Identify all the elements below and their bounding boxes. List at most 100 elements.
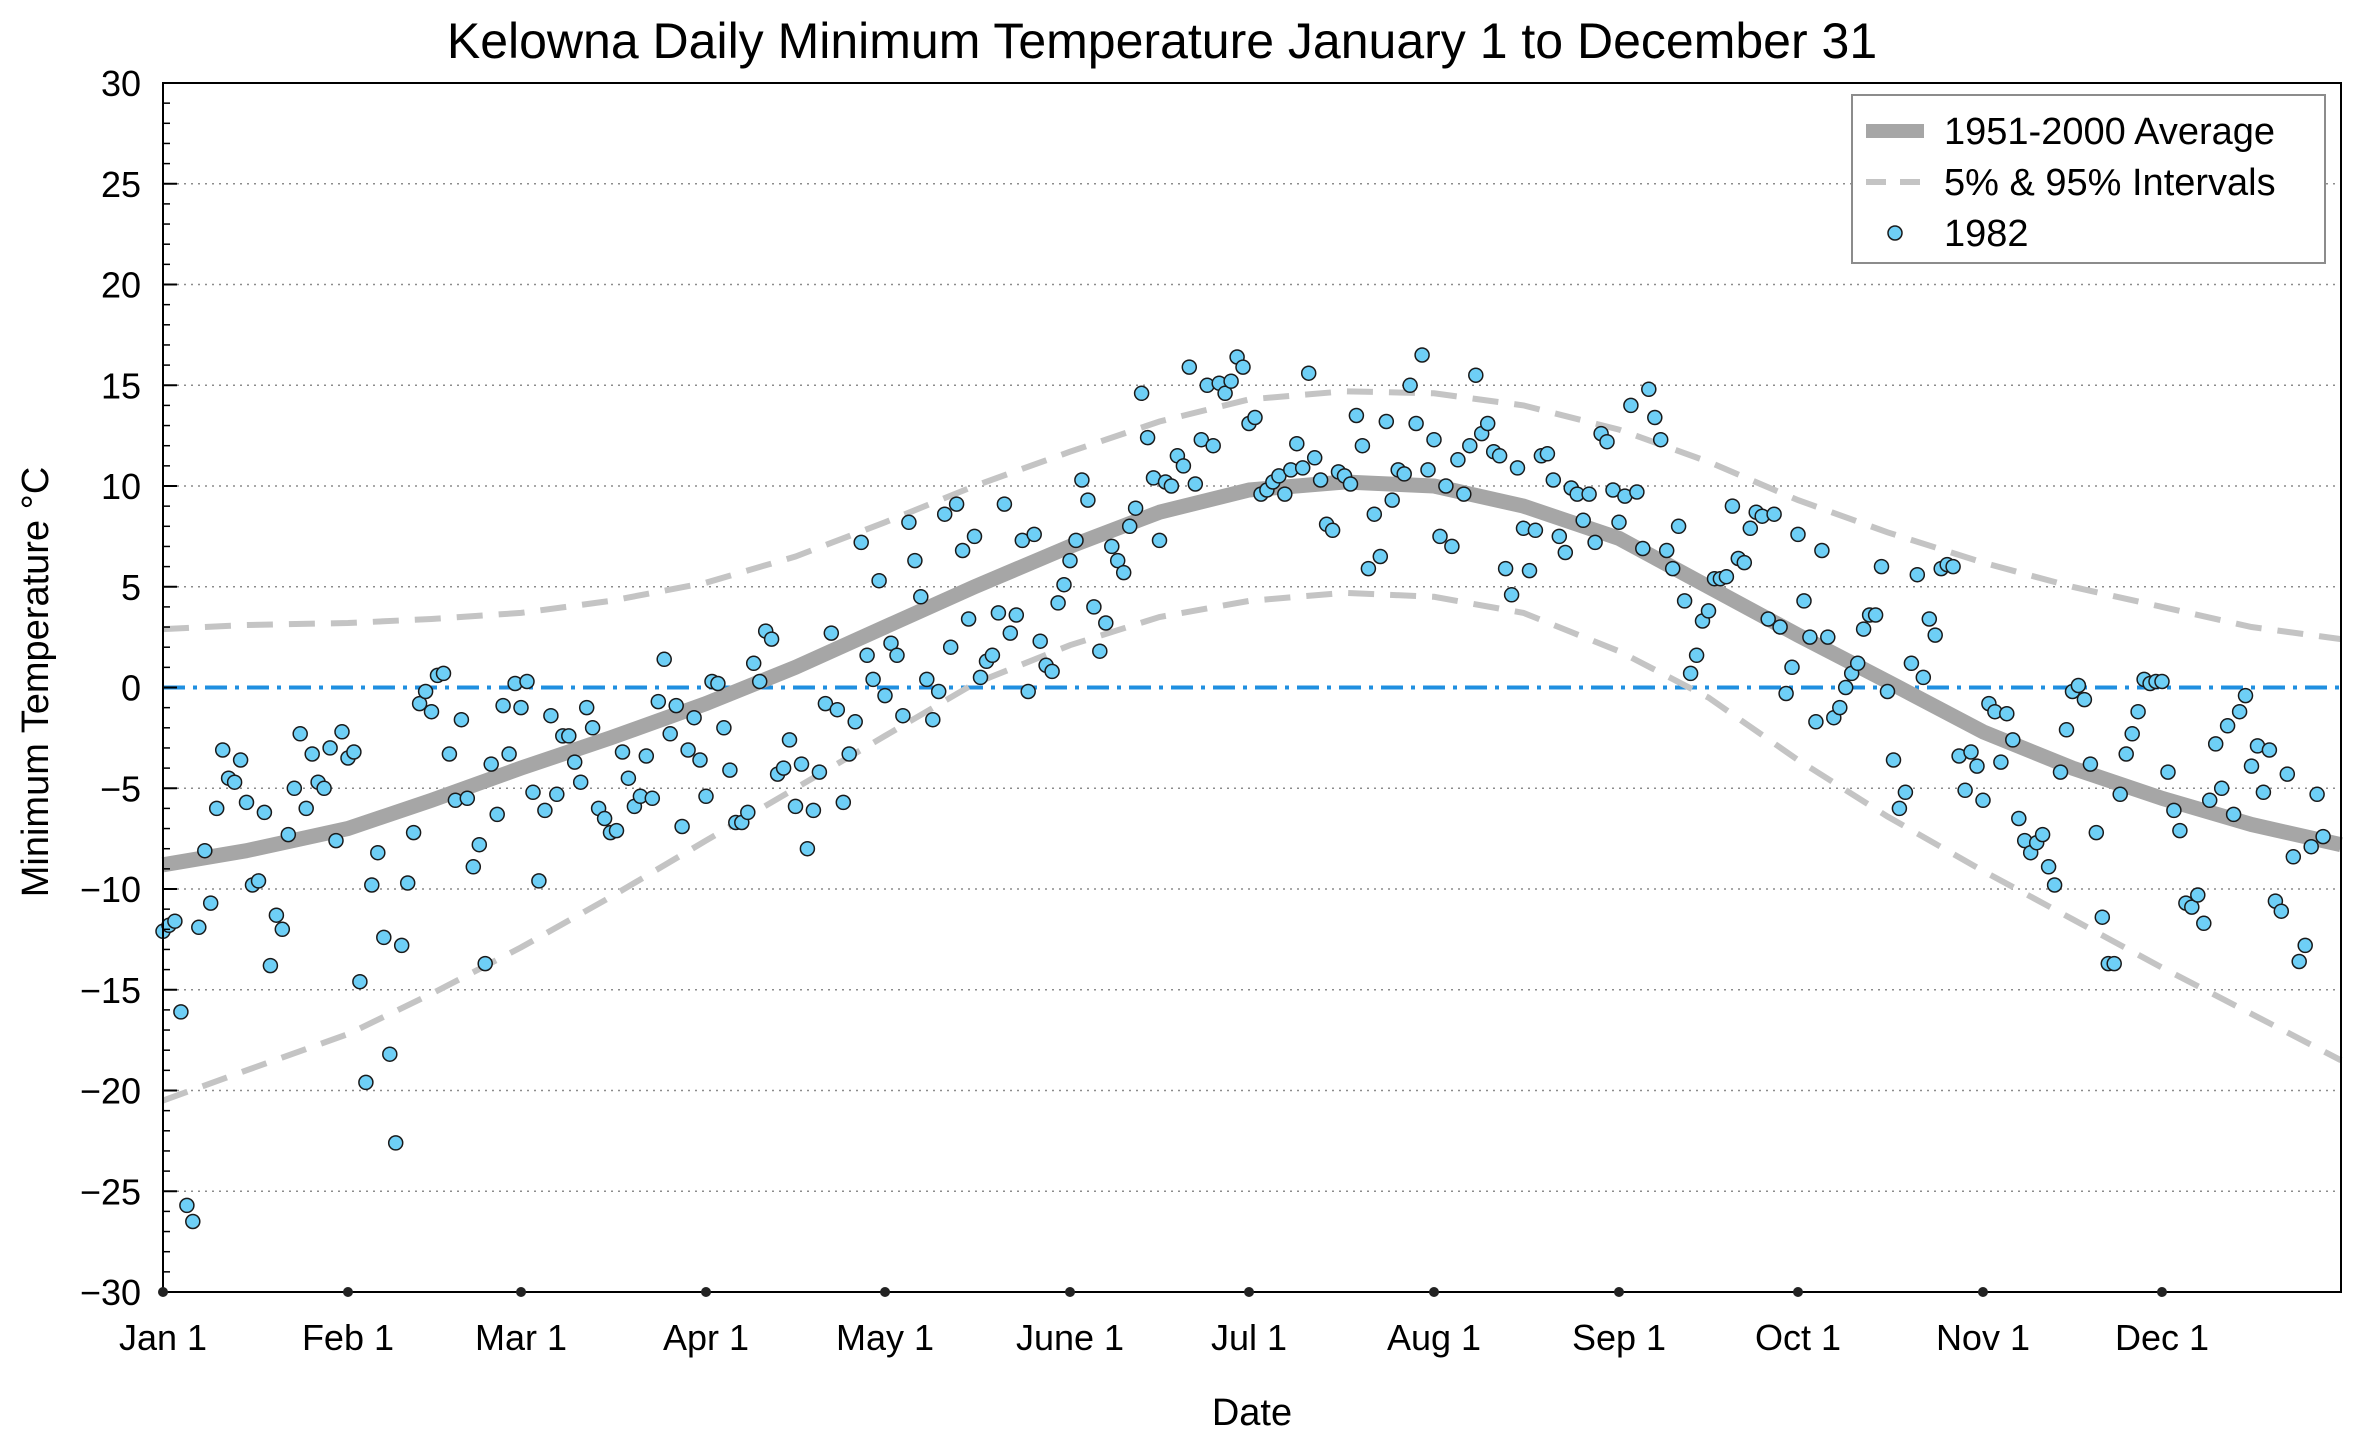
data-point	[519, 673, 535, 690]
data-point	[1867, 607, 1884, 623]
data-point	[895, 707, 911, 724]
data-point	[2046, 877, 2063, 893]
data-point	[668, 697, 684, 714]
data-point	[871, 572, 887, 589]
data-point	[489, 806, 505, 823]
data-point	[2225, 806, 2242, 823]
data-point	[495, 697, 511, 714]
average-line-group	[161, 474, 2343, 873]
data-point	[716, 720, 732, 736]
data-point	[907, 552, 923, 569]
data-point	[513, 699, 529, 716]
data-point	[2005, 732, 2021, 748]
data-point	[1658, 542, 1675, 559]
data-point	[352, 973, 368, 990]
data-point	[2112, 786, 2128, 803]
data-point	[1378, 413, 1395, 430]
data-point	[549, 786, 565, 803]
data-point	[1133, 385, 1150, 402]
x-tick-marker	[1428, 1287, 1439, 1297]
data-point	[1647, 409, 1663, 426]
data-point	[954, 542, 971, 559]
data-point	[232, 752, 249, 768]
data-point	[1104, 538, 1120, 555]
y-tick-label: 0	[121, 668, 141, 709]
data-point	[1903, 655, 1920, 672]
y-tick-label: 30	[101, 63, 141, 104]
x-tick-marker	[880, 1287, 891, 1297]
data-point	[925, 711, 941, 728]
data-point	[304, 746, 320, 762]
data-point	[1163, 478, 1180, 494]
data-point	[531, 873, 547, 889]
data-point	[1635, 540, 1651, 557]
data-point	[614, 744, 631, 760]
data-point	[501, 746, 517, 762]
data-point	[1921, 611, 1938, 627]
data-point	[1623, 397, 1639, 414]
data-point	[901, 514, 917, 531]
data-point	[1491, 448, 1508, 464]
y-tick-label: −20	[80, 1071, 141, 1112]
data-point	[2172, 822, 2188, 839]
data-point	[1611, 514, 1627, 531]
data-point	[1629, 484, 1645, 500]
data-point	[1879, 683, 1896, 700]
y-tick-label: 25	[101, 164, 141, 205]
y-tick-label: −30	[80, 1272, 141, 1313]
data-point	[561, 728, 577, 744]
data-point	[2243, 758, 2260, 774]
data-point	[1599, 433, 1615, 450]
data-point	[2076, 691, 2093, 708]
data-point	[2219, 718, 2236, 734]
data-point	[1527, 522, 1544, 539]
data-point	[1420, 462, 1436, 478]
data-point	[1641, 381, 1657, 398]
data-point	[2309, 786, 2325, 803]
y-tick-label: −10	[80, 869, 141, 910]
data-point	[214, 742, 231, 758]
x-tick-marker	[2156, 1287, 2167, 1297]
data-point	[226, 774, 243, 790]
data-point	[656, 651, 672, 668]
data-point	[1086, 599, 1102, 615]
data-point	[1796, 593, 1812, 609]
data-point	[376, 929, 392, 946]
data-point	[167, 913, 183, 929]
data-point	[1306, 450, 1323, 466]
data-point	[298, 800, 314, 817]
x-axis-label: Date	[1212, 1392, 1292, 1432]
legend-label: 1951-2000 Average	[1944, 111, 2275, 153]
data-point	[1384, 492, 1400, 508]
data-point	[817, 695, 834, 712]
data-point	[364, 877, 380, 893]
data-point	[1396, 466, 1412, 482]
data-point	[787, 798, 804, 815]
data-point	[316, 780, 332, 797]
data-point	[435, 665, 452, 682]
x-tick-label: Aug 1	[1387, 1317, 1481, 1358]
data-point	[1115, 564, 1132, 581]
data-point	[930, 683, 947, 700]
data-point	[1056, 576, 1072, 593]
x-tick-marker	[1613, 1287, 1624, 1297]
data-point	[883, 635, 899, 651]
data-point	[1462, 437, 1478, 454]
data-point	[823, 625, 840, 641]
data-point	[1688, 647, 1705, 664]
data-point	[1891, 800, 1908, 817]
data-point	[596, 810, 613, 827]
x-tick-label: Sep 1	[1572, 1317, 1666, 1358]
data-point	[1497, 560, 1514, 577]
data-point	[2213, 780, 2230, 797]
data-point	[1742, 520, 1759, 537]
data-point	[411, 695, 428, 712]
y-tick-label: 15	[101, 365, 141, 406]
data-point	[1551, 528, 1568, 545]
data-point	[1300, 365, 1317, 381]
data-point	[1354, 437, 1371, 454]
data-point	[358, 1074, 374, 1091]
x-tick-marker	[516, 1287, 527, 1297]
data-point	[543, 707, 559, 724]
